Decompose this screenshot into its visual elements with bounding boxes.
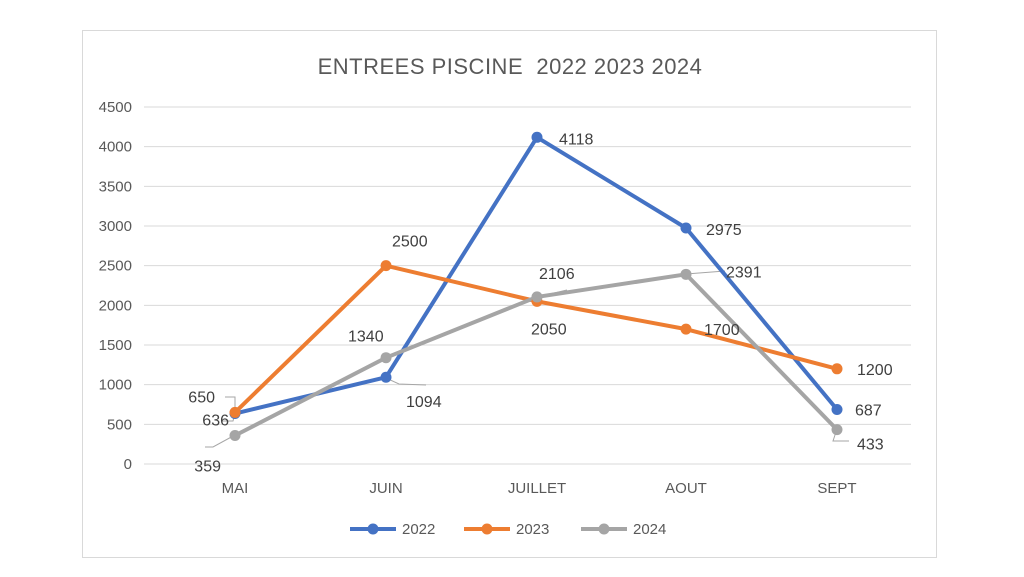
data-label-2024-aout: 2391 <box>726 264 762 281</box>
legend-marker-2023 <box>481 523 493 535</box>
point-2024-aout <box>680 268 692 280</box>
y-tick-label-1500: 1500 <box>99 337 132 354</box>
y-tick-label-500: 500 <box>107 416 132 433</box>
leader-line-0-1 <box>385 377 427 386</box>
y-tick-label-1000: 1000 <box>99 377 132 394</box>
data-label-2024-juillet: 2106 <box>539 266 575 283</box>
point-2024-juin <box>380 352 392 364</box>
point-2024-juillet <box>531 291 543 303</box>
y-tick-label-2000: 2000 <box>99 297 132 314</box>
point-2022-juillet <box>531 131 543 143</box>
gridlines <box>144 106 911 465</box>
point-2023-mai <box>229 406 241 418</box>
chart-frame: ENTREES PISCINE 2022 2023 2024 0 500 1000 1… <box>82 30 937 558</box>
legend-label-2023: 2023 <box>516 521 549 538</box>
y-tick-label-3000: 3000 <box>99 218 132 235</box>
point-2022-sept <box>831 403 843 415</box>
y-tick-label-2500: 2500 <box>99 258 132 275</box>
point-2024-mai <box>229 430 241 442</box>
chart-title: ENTREES PISCINE 2022 2023 2024 <box>318 54 703 79</box>
x-axis-tick-labels: MAI JUIN JUILLET AOUT SEPT <box>222 480 857 497</box>
point-2023-juin <box>380 260 392 272</box>
data-label-2022-aout: 2975 <box>706 222 742 239</box>
leader-line-2-0 <box>205 434 236 448</box>
x-tick-label-juillet: JUILLET <box>508 480 566 497</box>
x-tick-label-juin: JUIN <box>369 480 402 497</box>
x-tick-label-aout: AOUT <box>665 480 707 497</box>
leader-line-1-0 <box>225 396 236 411</box>
data-label-2023-mai: 650 <box>188 389 215 406</box>
leader-line-2-3 <box>685 270 726 275</box>
y-tick-label-3500: 3500 <box>99 178 132 195</box>
legend-label-2024: 2024 <box>633 521 666 538</box>
data-label-2022-juillet: 4118 <box>559 131 594 148</box>
data-label-2022-sept: 687 <box>855 402 882 419</box>
point-2024-sept <box>831 424 843 436</box>
y-tick-label-4000: 4000 <box>99 139 132 156</box>
point-2022-juin <box>380 371 392 383</box>
data-label-2023-juin: 2500 <box>392 234 428 251</box>
legend-marker-2024 <box>598 523 610 535</box>
point-2023-sept <box>831 363 843 375</box>
y-axis-tick-labels: 0 500 1000 1500 2000 2500 3000 3500 4000 4500 <box>99 99 132 473</box>
x-tick-label-sept: SEPT <box>817 480 856 497</box>
data-label-2023-aout: 1700 <box>704 322 740 339</box>
legend-label-2022: 2022 <box>402 521 435 538</box>
data-label-2024-mai: 359 <box>194 459 221 476</box>
data-label-2024-juin: 1340 <box>348 329 384 346</box>
series-lines <box>229 131 843 442</box>
point-2022-aout <box>680 222 692 234</box>
data-labels: 636 1094 4118 2975 687 650 2500 2050 1700 1200 359… <box>188 131 892 475</box>
legend-marker-2022 <box>367 523 379 535</box>
point-2023-aout <box>680 323 692 335</box>
y-tick-label-0: 0 <box>124 456 132 473</box>
y-tick-label-4500: 4500 <box>99 99 132 116</box>
data-label-2022-mai: 636 <box>202 413 229 430</box>
data-label-2023-juillet: 2050 <box>531 321 567 338</box>
x-tick-label-mai: MAI <box>222 480 249 497</box>
legend: 2022 2023 2024 <box>350 521 666 538</box>
data-label-2022-juin: 1094 <box>406 394 442 411</box>
data-label-2024-sept: 433 <box>857 437 884 454</box>
data-label-2023-sept: 1200 <box>857 362 893 379</box>
